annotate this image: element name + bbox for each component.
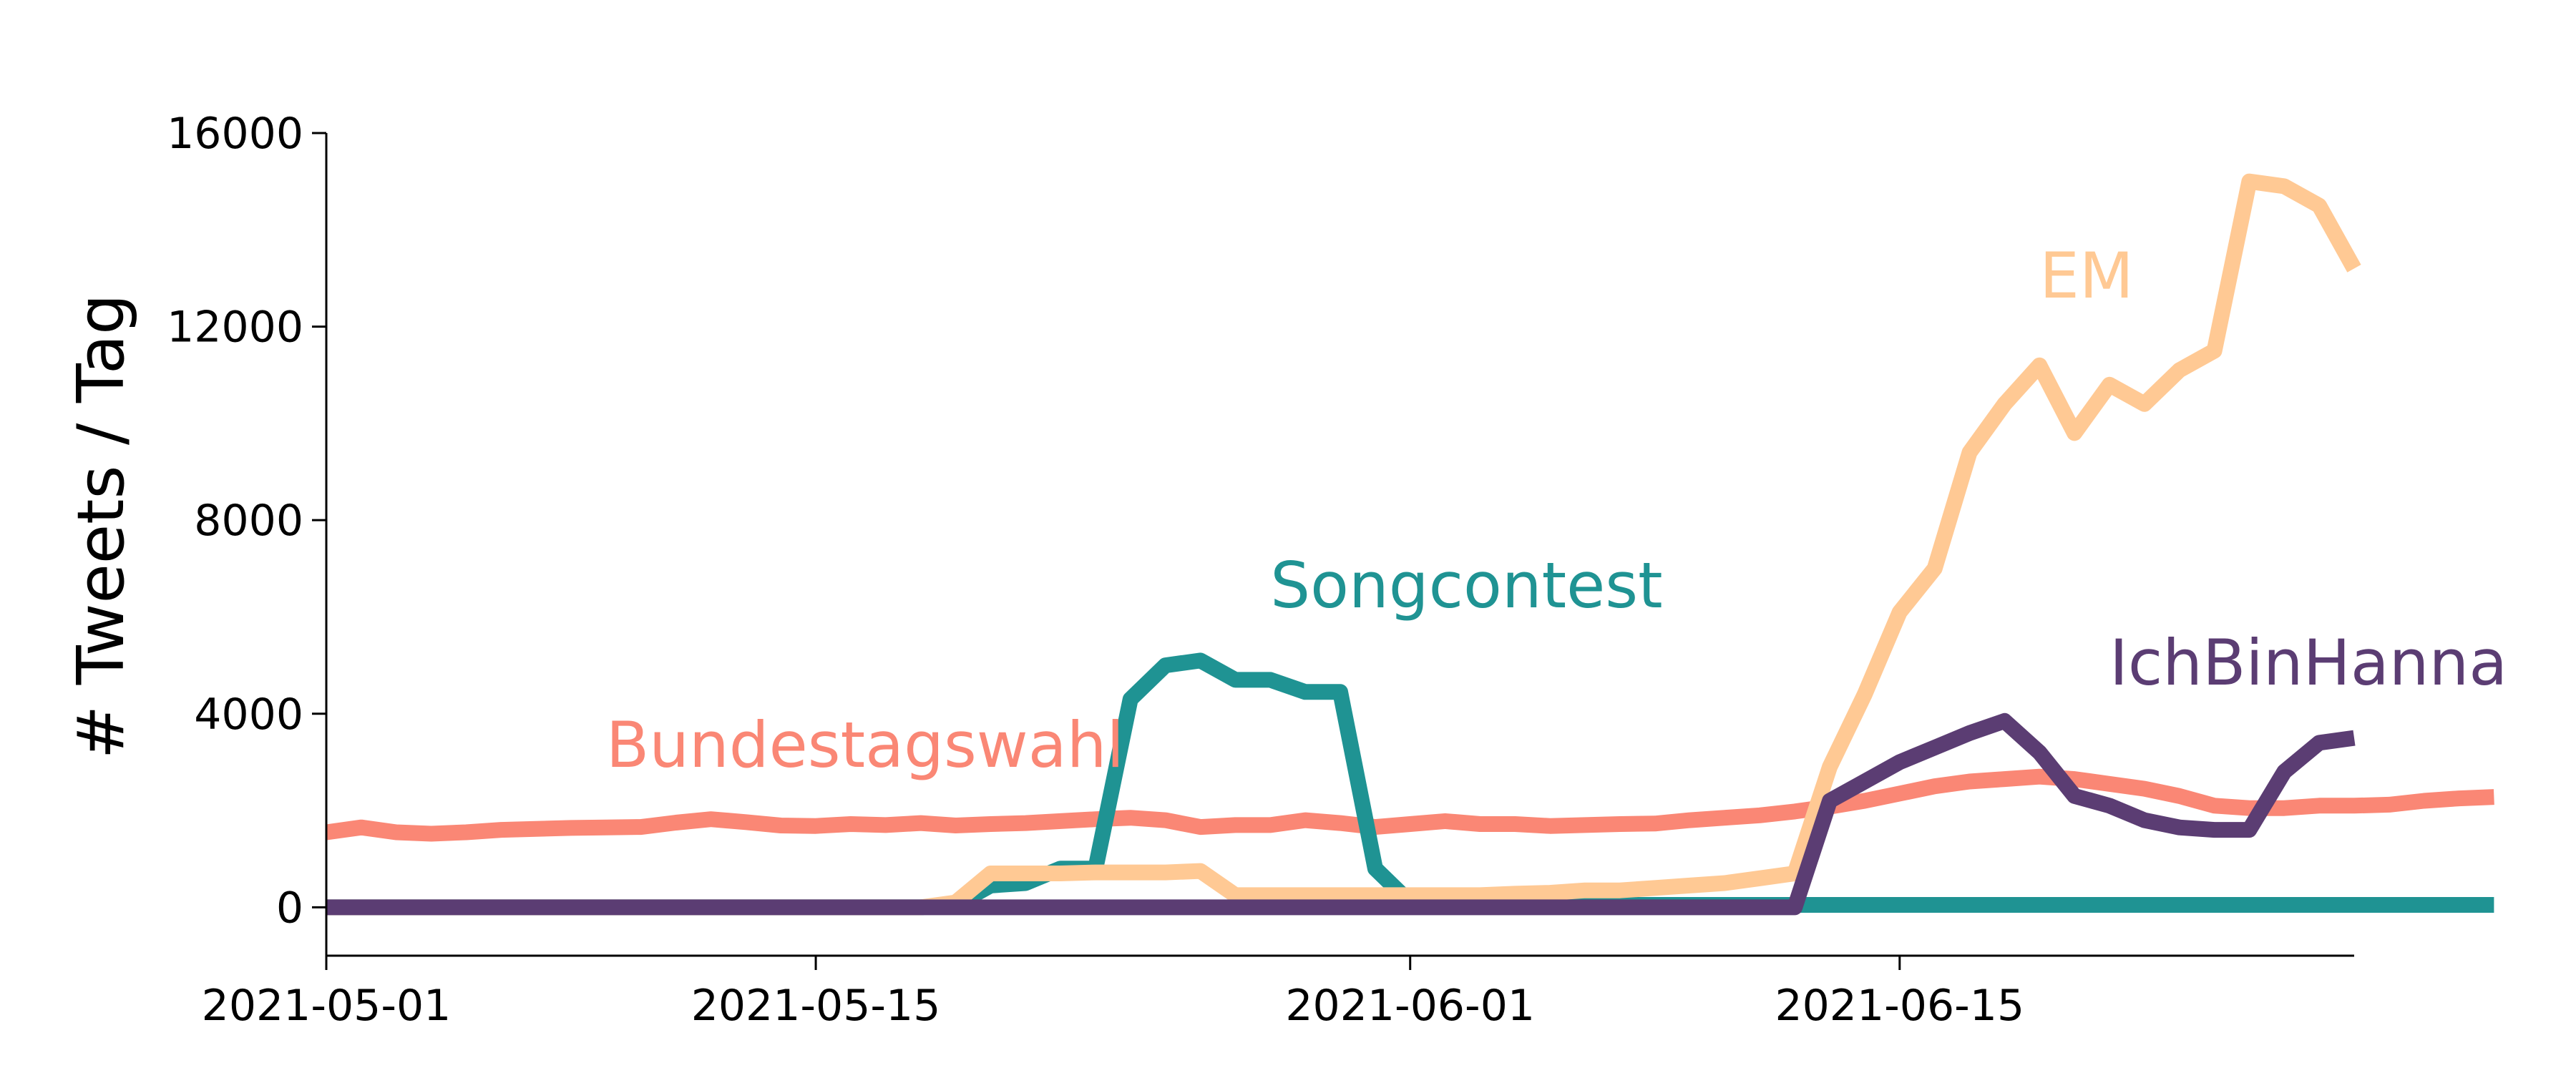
y-tick-label: 8000 [194,496,303,546]
y-axis-title: # Tweets / Tag [64,294,139,760]
series-layer [325,173,2494,916]
y-tick-label: 4000 [194,690,303,740]
labels-layer: Bundestagswahl Songcontest EM IchBinHanna [606,239,2507,782]
x-tick-label: 2021-05-01 [202,981,452,1031]
series-label-songcontest: Songcontest [1270,549,1662,622]
x-tick-label: 2021-05-15 [691,981,941,1031]
axes-layer: 0 4000 8000 12000 16000 2021-05-01 2021-05-15 2… [167,109,2354,1031]
y-tick-label: 0 [276,883,303,933]
series-label-em: EM [2039,239,2134,313]
x-tick-label: 2021-06-15 [1775,981,2024,1031]
x-tick-label: 2021-06-01 [1285,981,1535,1031]
series-line-bundestagswahl [325,768,2494,842]
series-label-ichbinhanna: IchBinHanna [2109,626,2507,700]
series-label-bundestagswahl: Bundestagswahl [606,708,1124,782]
y-tick-label: 16000 [167,109,303,159]
series-line-ichbinhanna [326,712,2356,916]
y-tick-label: 12000 [167,303,303,353]
